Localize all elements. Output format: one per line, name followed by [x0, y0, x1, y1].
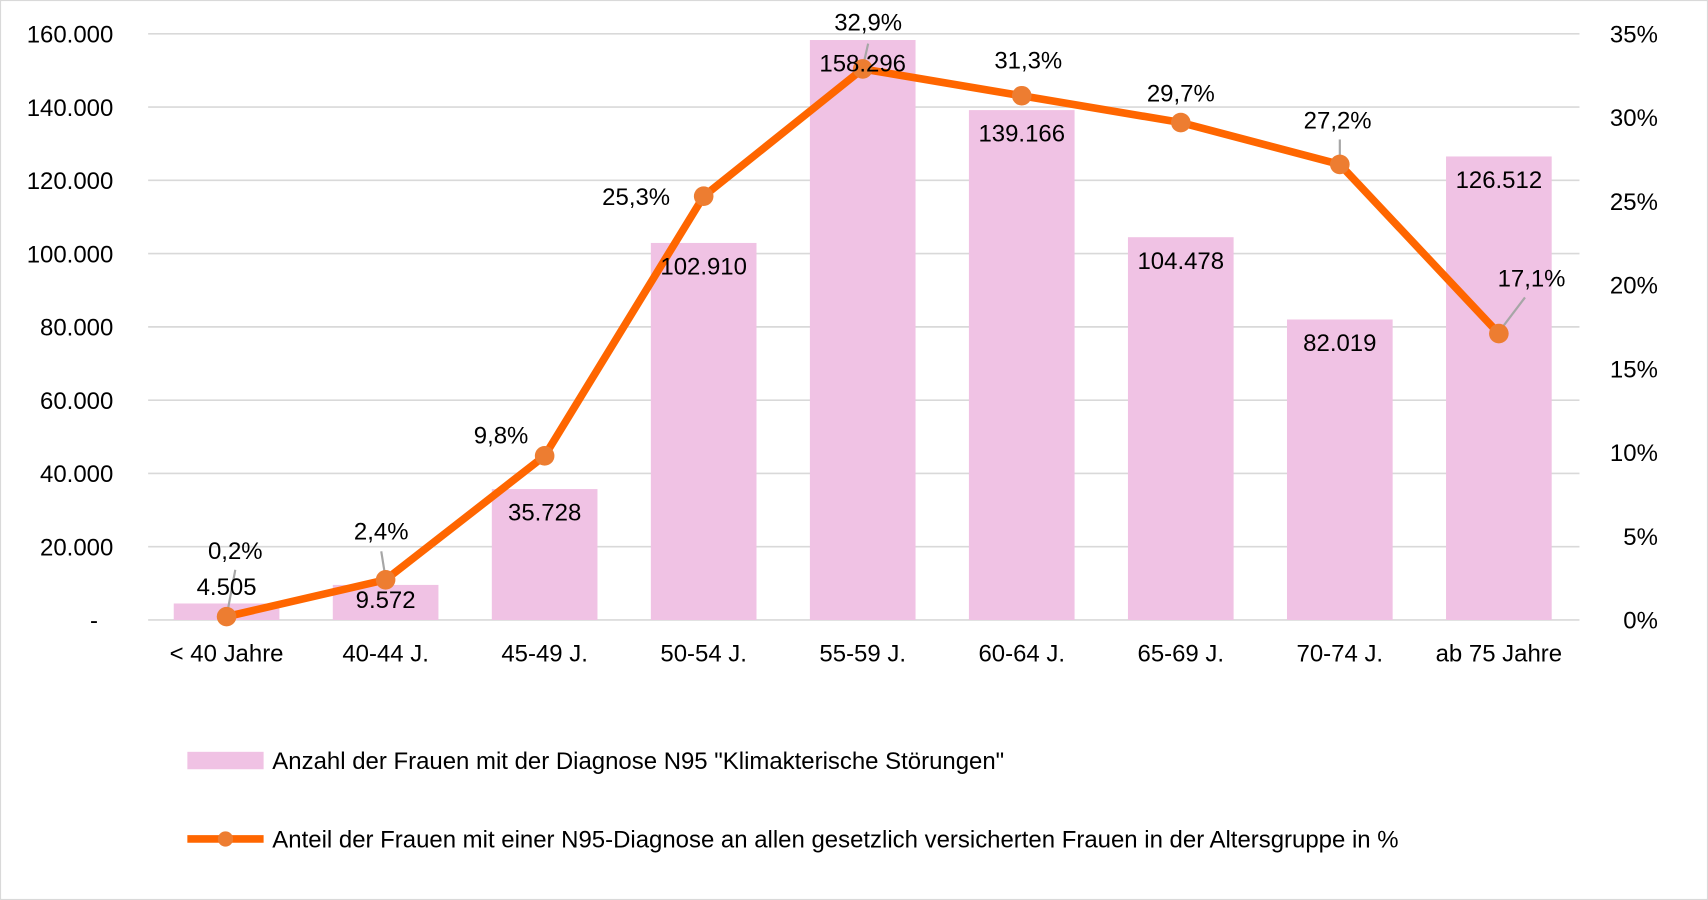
x-tick-label: 40-44 J.	[342, 640, 429, 667]
legend-bar-swatch	[187, 751, 264, 770]
x-tick-label: 70-74 J.	[1297, 640, 1384, 667]
leader-line	[1500, 296, 1526, 330]
bar	[650, 242, 757, 620]
y-left-tick-label: 20.000	[40, 534, 113, 561]
bar	[809, 40, 916, 620]
y-right-tick-label: 30%	[1610, 105, 1658, 132]
line-marker	[216, 606, 237, 627]
line-value-label: 17,1%	[1498, 266, 1566, 293]
bar	[491, 489, 598, 620]
line-value-label: 31,3%	[994, 48, 1062, 75]
y-right-tick-label: 5%	[1623, 524, 1658, 551]
bar	[968, 110, 1075, 620]
bar-value-label: 102.910	[660, 254, 747, 281]
y-left-tick-label: 160.000	[27, 21, 114, 48]
legend: Anzahl der Frauen mit der Diagnose N95 "…	[187, 748, 1399, 854]
x-tick-label: 45-49 J.	[501, 640, 588, 667]
line-marker	[1489, 323, 1509, 344]
line-series	[216, 59, 1509, 627]
y-right-tick-label: 20%	[1610, 273, 1658, 300]
line-marker	[534, 446, 555, 466]
x-tick-label: 65-69 J.	[1138, 640, 1225, 667]
x-tick-label: 50-54 J.	[660, 640, 747, 667]
line-marker	[1170, 112, 1191, 133]
bar-value-label: 82.019	[1303, 330, 1376, 357]
bars	[173, 40, 1552, 620]
line-marker	[852, 59, 873, 79]
y-right-tick-label: 35%	[1610, 21, 1658, 48]
bar-value-label: 4.505	[197, 574, 257, 601]
line-marker	[1330, 154, 1350, 175]
line-value-label: 0,2%	[208, 538, 263, 565]
y-left-tick-label: 60.000	[40, 388, 113, 415]
x-tick-label: 60-64 J.	[978, 640, 1065, 667]
bar-value-label: 139.166	[978, 121, 1065, 148]
y-right-tick-label: 0%	[1623, 608, 1658, 635]
bar-value-label: 104.478	[1137, 248, 1224, 275]
line-value-label: 29,7%	[1147, 80, 1215, 107]
x-tick-label: ab 75 Jahre	[1436, 640, 1562, 667]
x-tick-label: 55-59 J.	[819, 640, 906, 667]
bar-value-label: 35.728	[508, 500, 581, 527]
line-value-label: 2,4%	[354, 518, 409, 545]
x-tick-label: < 40 Jahre	[170, 640, 284, 667]
axes: - 20.000 40.000 60.000 80.000 100.000 120.000 1…	[27, 21, 1658, 667]
bar	[1286, 319, 1393, 620]
y-left-tick-label: -	[90, 608, 98, 635]
y-left-tick-label: 40.000	[40, 461, 113, 488]
legend-line-marker	[217, 831, 234, 847]
y-right-tick-label: 10%	[1610, 440, 1658, 467]
line-value-label: 25,3%	[602, 184, 670, 211]
line-value-label: 9,8%	[474, 422, 529, 449]
line-marker	[1011, 85, 1032, 106]
line-marker	[375, 569, 396, 590]
legend-line-label: Anteil der Frauen mit einer N95-Diagnose…	[272, 827, 1398, 854]
y-right-tick-label: 15%	[1610, 356, 1658, 383]
line-marker	[693, 186, 714, 207]
y-left-tick-label: 100.000	[27, 241, 114, 268]
line-value-label: 32,9%	[834, 10, 902, 37]
y-left-tick-label: 80.000	[40, 315, 113, 342]
bar	[1127, 237, 1234, 620]
legend-bar-label: Anzahl der Frauen mit der Diagnose N95 "…	[272, 748, 1004, 775]
y-left-tick-label: 120.000	[27, 168, 114, 195]
bar	[1446, 156, 1552, 620]
bar-value-label: 126.512	[1456, 167, 1543, 194]
bar-value-label: 158.296	[819, 51, 906, 78]
data-labels: 4.505 9.572 35.728 102.910 158.296 139.166 104…	[197, 10, 1566, 614]
y-left-tick-label: 140.000	[27, 95, 114, 122]
line-value-label: 27,2%	[1304, 108, 1372, 135]
bar-value-label: 9.572	[356, 587, 416, 614]
y-right-tick-label: 25%	[1610, 189, 1658, 216]
